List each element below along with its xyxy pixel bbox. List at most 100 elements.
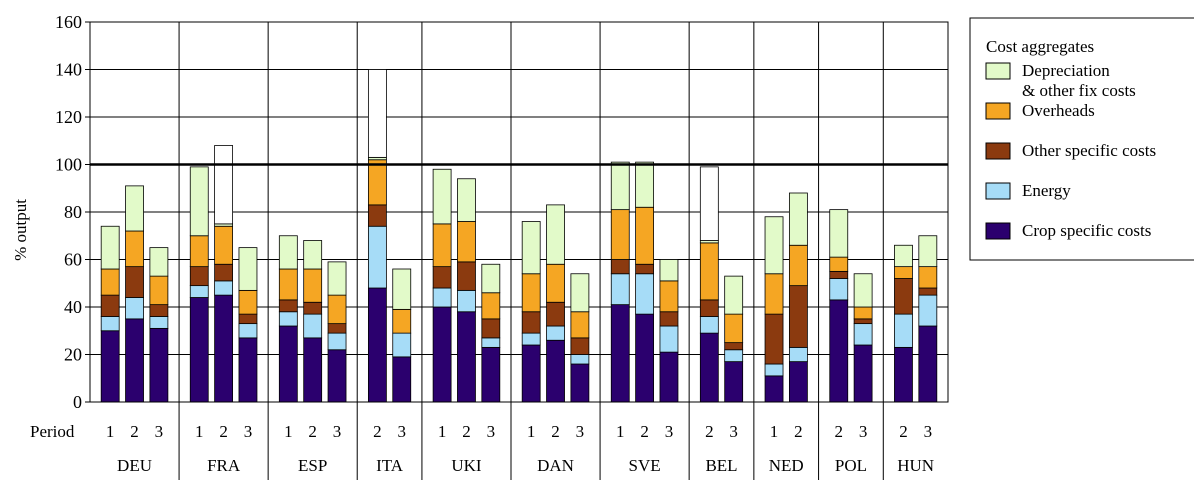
y-tick-label: 60: [64, 250, 82, 270]
y-tick-label: 20: [64, 345, 82, 365]
bar-segment: [278, 235, 298, 270]
bar-segment: [303, 313, 323, 339]
bar-segment: [392, 332, 412, 358]
bar-segment: [367, 287, 387, 403]
bar-segment: [699, 242, 719, 301]
period-label: Period: [30, 422, 75, 441]
bar-segment: [610, 259, 630, 275]
period-tick-label: 2: [462, 422, 471, 441]
bar-segment: [481, 292, 501, 320]
bar-segment: [125, 318, 144, 403]
bar-segment: [481, 318, 501, 339]
bar-segment: [894, 313, 913, 348]
bar-segment: [699, 299, 719, 317]
period-tick-label: 2: [835, 422, 844, 441]
legend-label: Overheads: [1022, 101, 1095, 120]
bar-segment: [367, 204, 387, 227]
bar-segment: [100, 294, 120, 317]
bar-segment: [481, 346, 501, 403]
bar-segment: [659, 325, 679, 353]
bar-segment: [918, 325, 938, 403]
bar-segment: [521, 332, 541, 346]
bar-segment: [546, 339, 565, 403]
bar-segment: [214, 294, 234, 403]
bar-segment: [189, 235, 209, 268]
legend-label: Crop specific costs: [1022, 221, 1151, 240]
period-tick-label: 3: [576, 422, 585, 441]
period-tick-label: 3: [859, 422, 868, 441]
bar-segment: [481, 263, 501, 294]
period-tick-label: 2: [640, 422, 649, 441]
bar-segment: [149, 316, 169, 329]
country-label: BEL: [705, 456, 737, 475]
bar-segment: [570, 363, 590, 403]
bar-segment: [570, 354, 590, 365]
period-tick-label: 2: [130, 422, 139, 441]
bar-segment: [327, 294, 347, 325]
bar-segment: [392, 356, 412, 403]
bar-segment: [635, 263, 655, 275]
bar-segment: [853, 306, 873, 320]
legend-label: Depreciation & other fix costs: [1022, 61, 1136, 100]
bar-segment: [894, 266, 913, 279]
bar-segment: [853, 273, 873, 308]
bar-segment: [610, 161, 630, 211]
bar-segment: [100, 316, 120, 332]
bar-segment: [918, 235, 938, 268]
bar-segment: [570, 337, 590, 355]
bar-segment: [546, 325, 565, 341]
bar-segment: [149, 304, 169, 317]
bar-segment: [724, 349, 744, 363]
period-tick-label: 1: [616, 422, 625, 441]
legend-swatch: [985, 142, 1011, 160]
bar-segment: [149, 275, 169, 306]
bar-segment: [546, 204, 565, 265]
bar-segment: [894, 278, 913, 315]
bars: [100, 69, 938, 403]
bar-segment: [570, 273, 590, 313]
legend-swatch: [985, 222, 1011, 240]
bar-segment-extra: [699, 166, 719, 241]
bar-segment: [699, 316, 719, 334]
bar-segment: [764, 216, 784, 275]
bar-segment: [327, 349, 347, 403]
bar-segment: [189, 266, 209, 287]
bar-segment: [238, 247, 258, 291]
bar-segment: [894, 244, 913, 268]
bar-segment: [189, 285, 209, 298]
bar-segment: [659, 280, 679, 313]
bar-segment: [635, 161, 655, 208]
bar-segment: [238, 323, 258, 339]
bar-segment: [432, 306, 452, 403]
y-tick-label: 40: [64, 297, 82, 317]
bar-segment: [546, 301, 565, 327]
bar-segment: [764, 313, 784, 365]
bar-segment: [327, 261, 347, 296]
period-tick-label: 2: [308, 422, 317, 441]
legend-title: Cost aggregates: [986, 37, 1094, 56]
bar-segment: [100, 330, 120, 403]
bar-segment: [546, 263, 565, 303]
legend-swatch: [985, 102, 1011, 120]
bar-segment: [303, 268, 323, 303]
bar-segment: [367, 159, 387, 206]
period-tick-label: 1: [106, 422, 115, 441]
bar-segment: [100, 268, 120, 296]
y-tick-label: 120: [55, 107, 82, 127]
y-tick-label: 0: [73, 392, 82, 412]
bar-segment: [724, 313, 744, 344]
period-tick-label: 3: [398, 422, 407, 441]
bar-segment: [788, 244, 808, 287]
country-label: ESP: [298, 456, 327, 475]
bar-segment: [278, 311, 298, 327]
bar-segment: [699, 332, 719, 403]
country-label: DAN: [537, 456, 574, 475]
bar-segment: [125, 230, 144, 268]
legend-swatch: [985, 182, 1011, 200]
period-tick-label: 1: [770, 422, 779, 441]
legend-label: Energy: [1022, 181, 1071, 200]
bar-segment: [788, 285, 808, 348]
bar-segment: [327, 332, 347, 351]
bar-segment: [610, 209, 630, 260]
bar-segment: [189, 166, 209, 237]
